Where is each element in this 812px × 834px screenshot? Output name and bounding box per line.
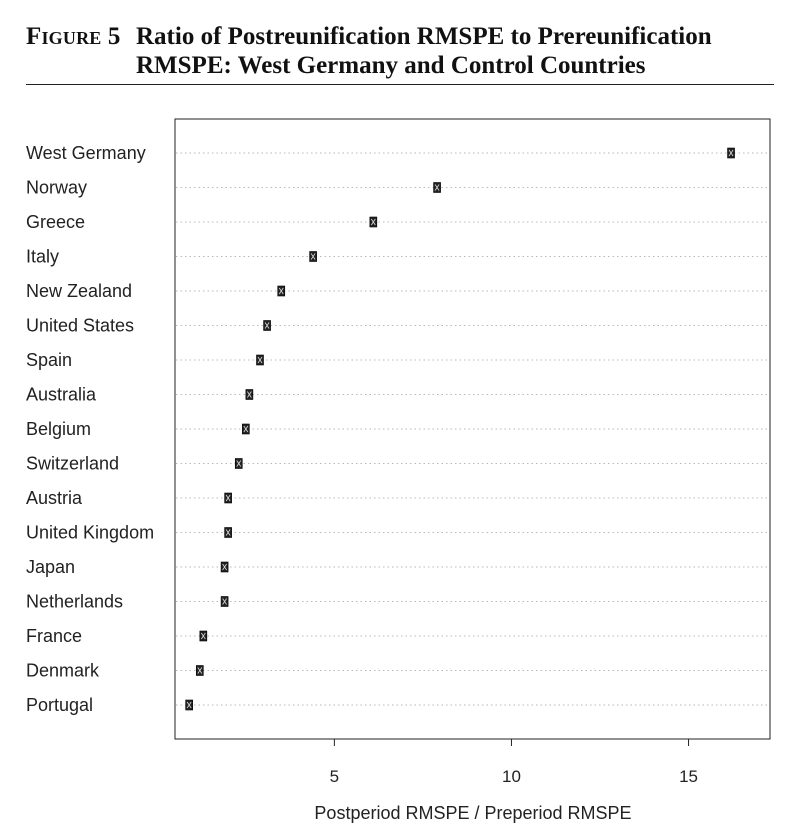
category-label: New Zealand <box>26 281 132 301</box>
category-label: Greece <box>26 212 85 232</box>
category-label: Australia <box>26 385 97 405</box>
data-point-mark <box>264 322 270 329</box>
category-label: West Germany <box>26 143 146 163</box>
data-point-mark <box>247 391 252 398</box>
header-rule <box>26 84 774 85</box>
data-point-mark <box>236 460 242 467</box>
category-label: United States <box>26 316 134 336</box>
category-label: Norway <box>26 178 87 198</box>
data-point-mark <box>222 598 227 605</box>
category-label: United Kingdom <box>26 523 154 543</box>
category-label: Italy <box>26 247 59 267</box>
category-labels: West Germany Norway Greece Italy New Zealand… <box>26 143 154 715</box>
data-point-mark <box>201 632 206 640</box>
data-point-mark <box>222 563 227 571</box>
category-label: Spain <box>26 350 72 370</box>
data-point-mark <box>243 425 249 433</box>
data-point-mark <box>225 494 231 502</box>
data-point-mark <box>728 149 734 157</box>
data-point-mark <box>278 287 284 295</box>
category-label: Netherlands <box>26 592 123 612</box>
category-label: Belgium <box>26 419 91 439</box>
x-tick-label: 10 <box>502 767 521 786</box>
data-point-mark <box>225 529 231 536</box>
figure-label: Figure 5 <box>26 23 121 50</box>
data-point-mark <box>257 356 263 364</box>
category-label: Denmark <box>26 661 100 681</box>
data-point-mark <box>371 218 376 226</box>
category-label: Portugal <box>26 695 93 715</box>
x-axis-ticks: 5 10 15 <box>330 739 698 786</box>
data-points <box>185 147 735 711</box>
x-tick-label: 5 <box>330 767 339 786</box>
grid-lines <box>176 152 769 706</box>
category-label: Austria <box>26 488 83 508</box>
category-label: France <box>26 626 82 646</box>
data-point-mark <box>434 184 440 191</box>
figure-title: Ratio of Postreunification RMSPE to Prer… <box>136 23 712 79</box>
category-label: Switzerland <box>26 454 119 474</box>
figure-header: Figure 5 Ratio of Postreunification RMSP… <box>26 22 774 80</box>
x-tick-label: 15 <box>679 767 698 786</box>
data-point-mark <box>310 253 316 260</box>
x-axis-title: Postperiod RMSPE / Preperiod RMSPE <box>314 803 631 823</box>
data-point-mark <box>197 667 203 674</box>
category-label: Japan <box>26 557 75 577</box>
plot-frame <box>174 118 771 740</box>
data-point-mark <box>186 701 192 709</box>
